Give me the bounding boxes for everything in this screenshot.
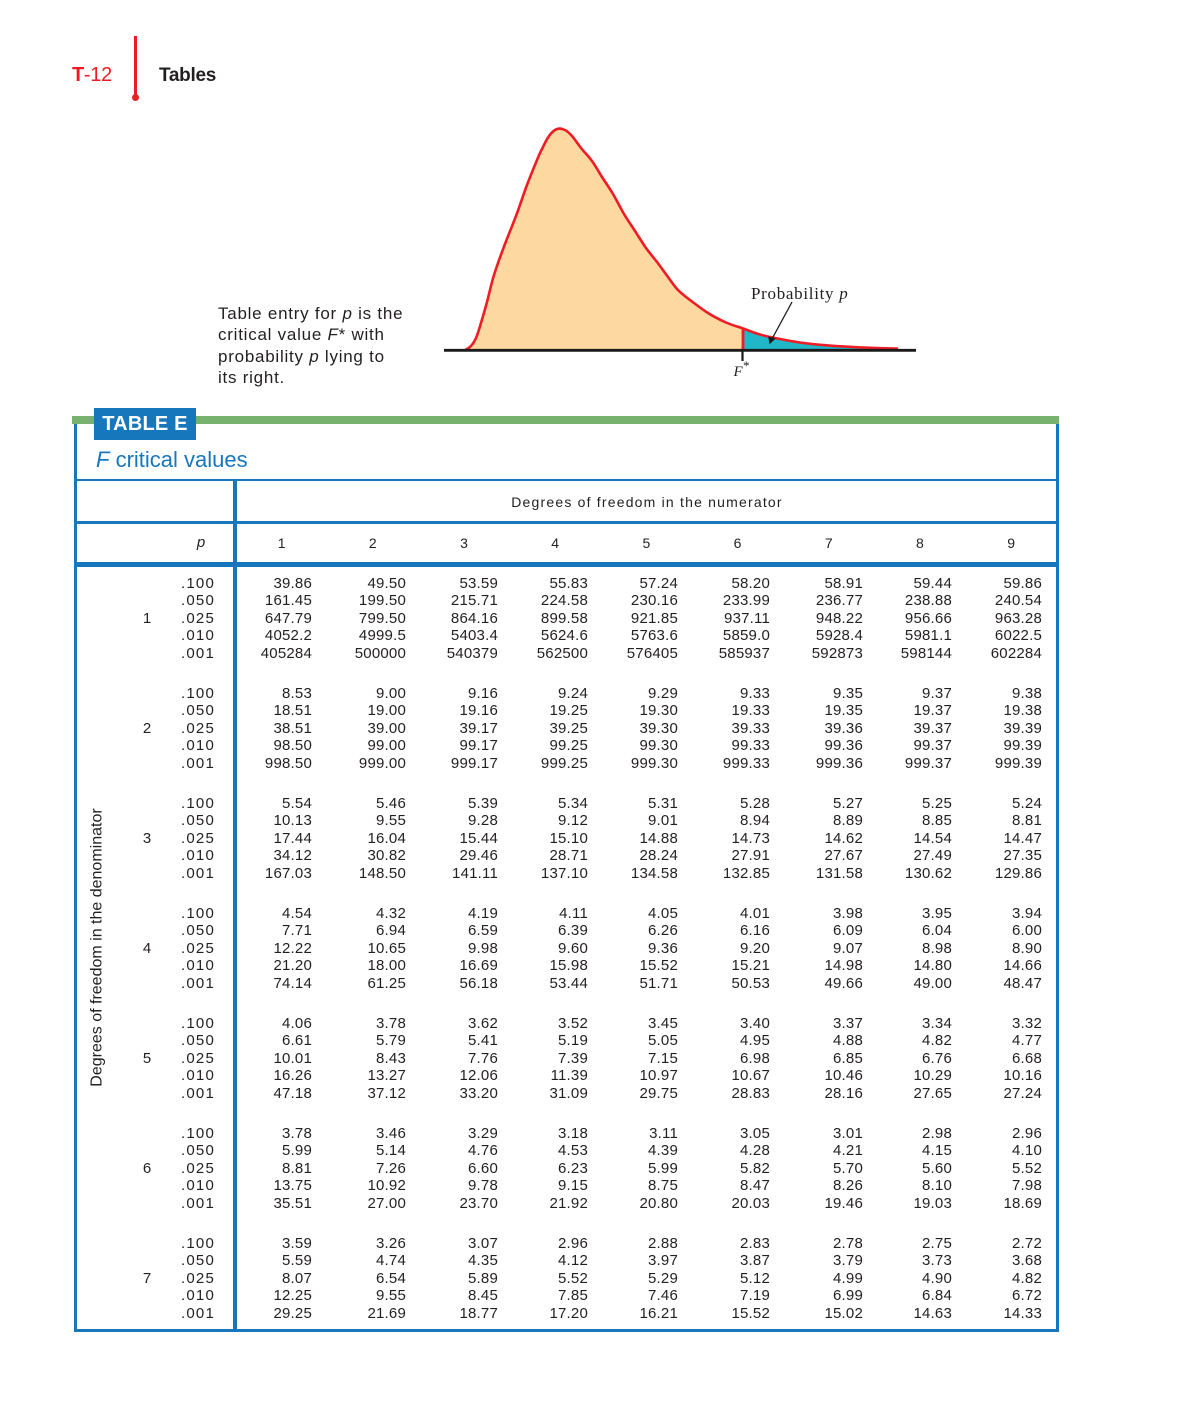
svg-text:*: * [743,358,750,373]
svg-text:F: F [733,364,744,380]
svg-text:Probability p: Probability p [751,284,848,303]
